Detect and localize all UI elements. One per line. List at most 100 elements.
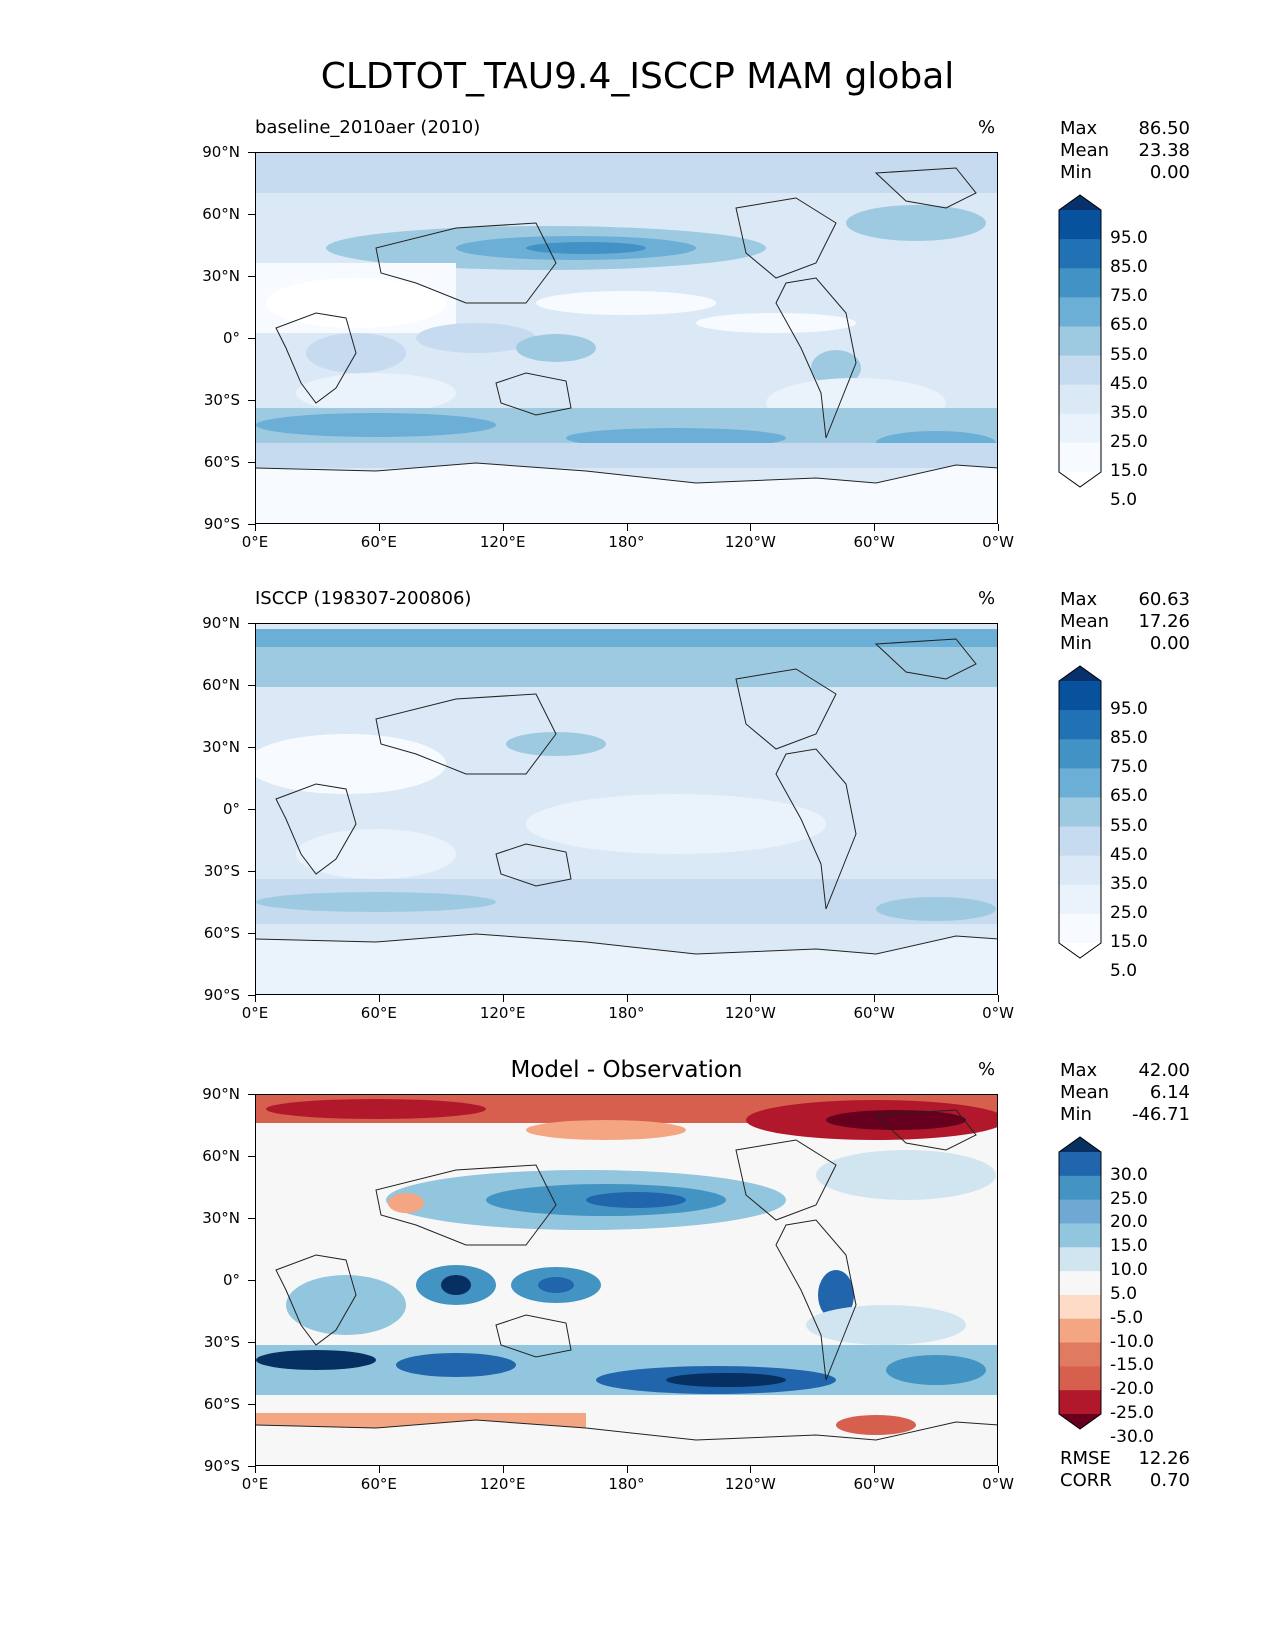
colorbar-tick-label: 95.0 (1110, 228, 1148, 249)
map-plot (255, 623, 998, 995)
colorbar-tick-label: 85.0 (1110, 257, 1148, 278)
colorbar-extend-min (1059, 943, 1101, 958)
colorbar-tick-label: 30.0 (1110, 1164, 1148, 1185)
stat-value: 17.26 (1138, 611, 1190, 632)
lat-tick (248, 276, 255, 277)
colorbar-segment (1059, 297, 1101, 327)
colorbar-segment (1059, 326, 1101, 357)
colorbar-segment (1059, 442, 1101, 473)
lat-tick-label: 60°N (202, 676, 240, 694)
colorbar-segment (1059, 384, 1101, 415)
lat-tick (248, 152, 255, 153)
colorbar-tick-label: 20.0 (1110, 1212, 1148, 1233)
lat-tick (248, 995, 255, 996)
colorbar-segment (1059, 1342, 1101, 1367)
stat-value: 0.70 (1149, 1470, 1190, 1491)
stat-row: Min -46.71 (1060, 1104, 1190, 1126)
panel-observation: ISCCP (198307-200806) % (0, 0, 1275, 995)
colorbar-tick-label: 55.0 (1110, 815, 1148, 836)
panel-subtitle: baseline_2010aer (2010) (255, 117, 481, 138)
colorbar-segment (1059, 710, 1101, 740)
lat-tick-label: 90°S (203, 986, 240, 1004)
stats-box: Max 60.63 Mean 17.26 Min 0.00 (1060, 589, 1190, 655)
lon-tick-label: 0°E (241, 1004, 269, 1022)
lat-tick (248, 933, 255, 934)
colorbar-tick-label: 25.0 (1110, 431, 1148, 452)
map-plot (255, 1094, 998, 1466)
lon-tick (626, 524, 628, 531)
lat-tick-label: 90°N (202, 143, 240, 161)
stat-row: Max 60.63 (1060, 589, 1190, 611)
colorbar-tick-label: -20.0 (1110, 1379, 1154, 1400)
colorbar-tick-label: 25.0 (1110, 902, 1148, 923)
stat-value: -46.71 (1131, 1104, 1190, 1125)
colorbar (1058, 1136, 1102, 1430)
lat-tick-label: 90°S (203, 515, 240, 533)
stat-label: Mean (1060, 1082, 1110, 1103)
lon-tick-label: 120°E (479, 1004, 526, 1022)
colorbar-outline (1058, 194, 1102, 488)
colorbar-segment (1059, 210, 1101, 240)
lat-tick (248, 400, 255, 401)
lon-tick-label: 60°E (360, 533, 397, 551)
lat-tick (248, 524, 255, 525)
map-field (256, 153, 997, 523)
lat-tick-label: 60°S (203, 924, 240, 942)
stat-value: 86.50 (1138, 118, 1190, 139)
lat-tick-label: 60°S (203, 453, 240, 471)
colorbar (1058, 665, 1102, 959)
units-label: % (978, 1059, 996, 1080)
lon-tick-label: 180° (608, 1004, 645, 1022)
stat-value: 0.00 (1149, 162, 1190, 183)
lat-tick-label: 0° (222, 329, 240, 347)
lon-tick (502, 995, 504, 1002)
lon-tick-label: 0°W (982, 533, 1014, 551)
figure-title: CLDTOT_TAU9.4_ISCCP MAM global (320, 56, 955, 97)
lat-tick-label: 0° (222, 1271, 240, 1289)
colorbar-segment (1059, 413, 1101, 444)
lat-tick (248, 214, 255, 215)
lat-tick-label: 0° (222, 800, 240, 818)
stat-label: Min (1060, 162, 1092, 183)
colorbar-segment (1059, 1390, 1101, 1415)
lat-tick-label: 30°S (203, 1333, 240, 1351)
stat-label: Max (1060, 118, 1098, 139)
colorbar-tick-label: 85.0 (1110, 728, 1148, 749)
stat-row: Min 0.00 (1060, 162, 1190, 184)
colorbar-tick-label: -15.0 (1110, 1355, 1154, 1376)
lon-tick (255, 995, 256, 1002)
stat-value: 0.00 (1149, 633, 1190, 654)
colorbar-tick-label: 65.0 (1110, 786, 1148, 807)
stat-label: Max (1060, 589, 1098, 610)
stat-value: 42.00 (1138, 1060, 1190, 1081)
colorbar-tick-label: 15.0 (1110, 461, 1148, 481)
colorbar-tick-label: 75.0 (1110, 286, 1148, 307)
colorbar-outline (1058, 1136, 1102, 1430)
colorbar-segment (1059, 681, 1101, 711)
lat-tick-label: 90°S (203, 1457, 240, 1475)
colorbar-segment (1059, 268, 1101, 298)
stat-row: Max 42.00 (1060, 1060, 1190, 1082)
stat-row: Mean 17.26 (1060, 611, 1190, 633)
lat-tick-label: 30°S (203, 391, 240, 409)
lat-tick (248, 1280, 255, 1281)
lon-tick (255, 1466, 256, 1473)
lon-tick (750, 524, 752, 531)
lon-tick (378, 995, 380, 1002)
colorbar-tick-label: 95.0 (1110, 699, 1148, 720)
lon-tick-label: 60°W (853, 1475, 895, 1493)
lon-tick-label: 60°W (853, 1004, 895, 1022)
colorbar-segment (1059, 1271, 1101, 1296)
panel-subtitle: Model - Observation (510, 1057, 743, 1083)
colorbar-tick-label: 65.0 (1110, 315, 1148, 336)
lon-tick (502, 1466, 504, 1473)
lon-tick-label: 180° (608, 533, 645, 551)
map-field (256, 1095, 997, 1465)
colorbar-tick-label: 5.0 (1110, 1283, 1138, 1304)
lon-tick (874, 524, 876, 531)
stat-value: 23.38 (1138, 140, 1190, 161)
colorbar-tick-label: 10.0 (1110, 1260, 1148, 1281)
lon-tick (378, 1466, 380, 1473)
lat-tick (248, 1342, 255, 1343)
colorbar-tick-label: 15.0 (1110, 1236, 1148, 1257)
